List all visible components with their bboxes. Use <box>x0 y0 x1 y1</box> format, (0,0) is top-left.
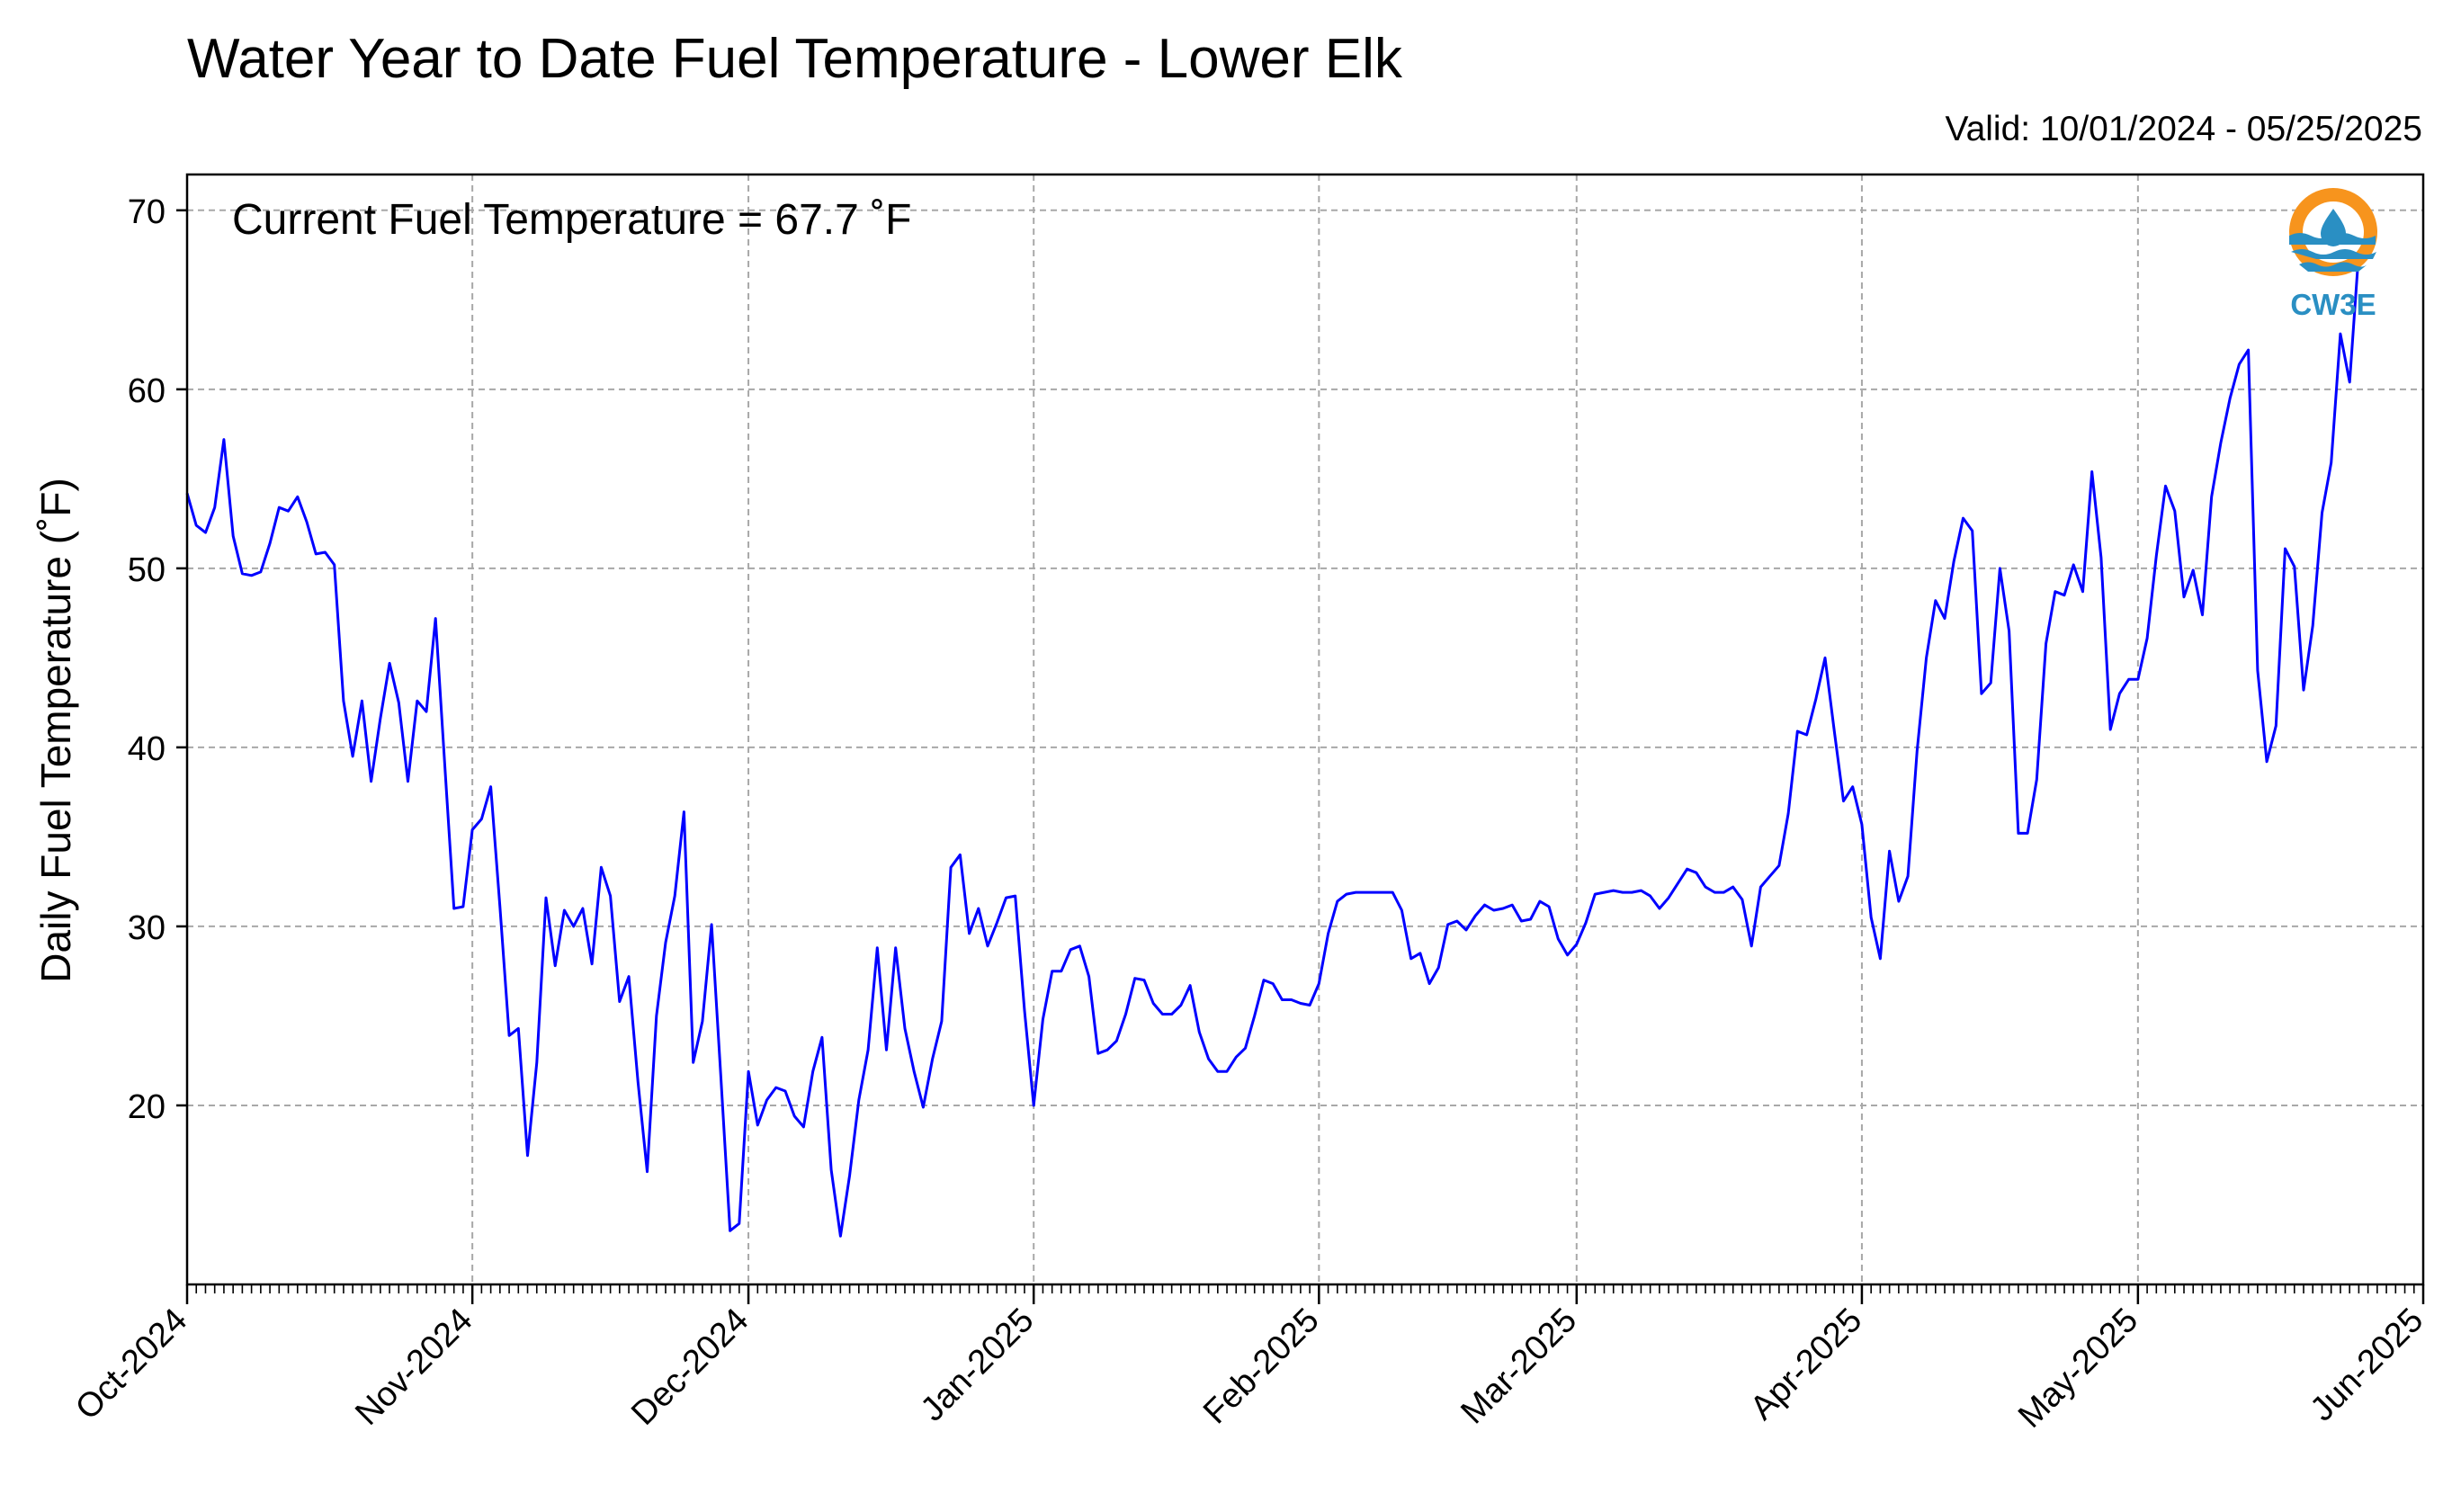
x-tick-label: Jun-2025 <box>2304 1302 2431 1429</box>
plot-frame <box>185 173 2425 1286</box>
cw3e-logo: CW3E <box>2289 188 2377 321</box>
grid-lines <box>187 174 2423 1284</box>
drop-icon <box>2321 209 2346 246</box>
x-axis: Oct-2024 Nov-2024 Dec-2024 Jan-2025 Feb-2025… <box>68 1284 2430 1436</box>
logo-wave-mid <box>2291 249 2376 259</box>
logo-text: CW3E <box>2290 288 2376 321</box>
y-tick-label: 40 <box>128 730 166 768</box>
chart-title: Water Year to Date Fuel Temperature - Lo… <box>187 28 1402 90</box>
series-line <box>185 251 2360 1238</box>
y-tick-label: 60 <box>128 372 166 410</box>
x-tick-label: Apr-2025 <box>1743 1302 1869 1427</box>
y-axis-label: Daily Fuel Temperature (˚F) <box>32 478 79 983</box>
x-tick-label: Oct-2024 <box>68 1302 194 1427</box>
x-tick-label: Mar-2025 <box>1454 1302 1584 1432</box>
x-tick-label: May-2025 <box>2011 1302 2145 1436</box>
x-tick-label: Dec-2024 <box>624 1302 756 1433</box>
series-line-group <box>185 251 2360 1238</box>
valid-date-range: Valid: 10/01/2024 - 05/25/2025 <box>1945 110 2422 148</box>
x-tick-label: Feb-2025 <box>1196 1302 1327 1432</box>
y-axis: 20 30 40 50 60 70 <box>128 193 187 1126</box>
logo-wave-bottom <box>2299 262 2367 272</box>
y-tick-label: 70 <box>128 193 166 231</box>
y-tick-label: 20 <box>128 1088 166 1126</box>
y-tick-label: 50 <box>128 551 166 589</box>
current-value-annotation: Current Fuel Temperature = 67.7 ˚F <box>232 196 911 244</box>
x-tick-label: Jan-2025 <box>914 1302 1042 1429</box>
x-tick-label: Nov-2024 <box>348 1302 479 1433</box>
y-tick-label: 30 <box>128 909 166 947</box>
